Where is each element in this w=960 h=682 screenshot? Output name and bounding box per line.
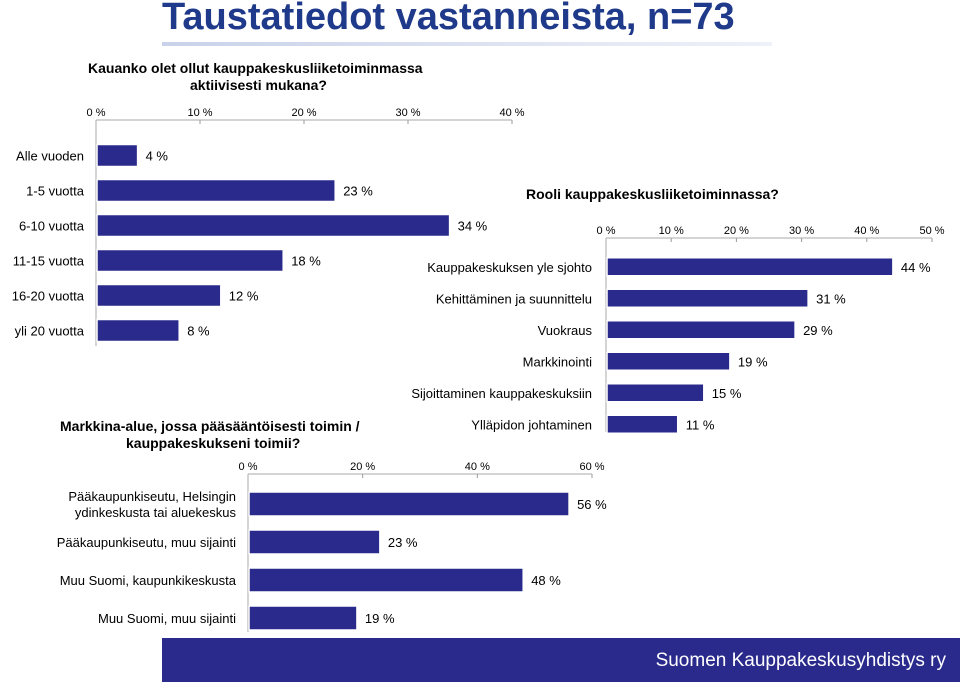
chart-market-area-tick-label: 20 % bbox=[350, 461, 375, 473]
chart-role-category-label: Vuokraus bbox=[538, 323, 593, 338]
chart-role-data-label: 15 % bbox=[712, 386, 742, 401]
chart-market-area-tick-label: 60 % bbox=[579, 461, 604, 473]
chart-role-bar bbox=[606, 257, 894, 277]
chart-role-data-label: 31 % bbox=[816, 291, 846, 306]
chart-experience-category-label: 16-20 vuotta bbox=[12, 289, 85, 304]
chart-experience-plot: 0 % 10 % 20 % 30 % 40 % 4 % Alle vuoden 23 % 1-5… bbox=[12, 107, 525, 346]
chart-market-area-tick-label: 40 % bbox=[465, 461, 490, 473]
chart-experience-category-label: 1-5 vuotta bbox=[26, 184, 85, 199]
chart-role-tick-label: 0 % bbox=[597, 225, 616, 237]
chart-market-area-bar bbox=[248, 605, 358, 631]
chart-role-category-label: Ylläpidon johtaminen bbox=[471, 417, 592, 432]
chart-market-area-data-label: 19 % bbox=[365, 611, 395, 626]
chart-market-area-category-label: ydinkeskusta tai aluekeskus bbox=[75, 505, 237, 520]
chart-role-category-label: Sijoittaminen kauppakeskuksiin bbox=[411, 386, 592, 401]
chart-market-area-category-label: Pääkaupunkiseutu, muu sijainti bbox=[57, 535, 236, 550]
chart-experience-tick-label: 20 % bbox=[291, 107, 316, 119]
footer-bar: Suomen Kauppakeskusyhdistys ry bbox=[162, 638, 960, 682]
chart-role-data-label: 44 % bbox=[901, 260, 931, 275]
chart-role-bar bbox=[606, 414, 679, 434]
chart-role-data-label: 11 % bbox=[686, 417, 715, 432]
chart-role-category-label: Markkinointi bbox=[523, 354, 592, 369]
chart-experience-bar bbox=[96, 248, 284, 273]
chart-market-area-category-label: Muu Suomi, kaupunkikeskusta bbox=[60, 573, 237, 588]
chart-market-area-bar bbox=[248, 529, 381, 555]
chart-experience-data-label: 34 % bbox=[458, 219, 488, 234]
chart-role: Rooli kauppakeskusliiketoiminnassa? 0 % 1… bbox=[370, 180, 960, 440]
chart-experience-tick-label: 10 % bbox=[187, 107, 212, 119]
chart-experience-category-label: Alle vuoden bbox=[16, 149, 84, 164]
chart-role-tick-label: 10 % bbox=[659, 225, 684, 237]
chart-role-tick-label: 30 % bbox=[789, 225, 814, 237]
chart-role-data-label: 19 % bbox=[738, 354, 768, 369]
chart-experience-category-label: 11-15 vuotta bbox=[13, 254, 85, 269]
chart-experience-tick-label: 0 % bbox=[87, 107, 106, 119]
chart-role-tick-label: 20 % bbox=[724, 225, 749, 237]
page-title: Taustatiedot vastanneista, n=73 bbox=[162, 0, 735, 38]
chart-role-data-label: 29 % bbox=[803, 323, 833, 338]
chart-experience-bar bbox=[96, 283, 222, 308]
chart-experience-data-label: 4 % bbox=[146, 149, 169, 164]
chart-role-title-line-1: Rooli kauppakeskusliiketoiminnassa? bbox=[526, 186, 779, 202]
chart-role-tick-label: 50 % bbox=[919, 225, 944, 237]
chart-market-area-bar bbox=[248, 491, 570, 517]
chart-experience-data-label: 18 % bbox=[291, 254, 321, 269]
chart-experience-data-label: 23 % bbox=[343, 184, 373, 199]
chart-market-area-tick-label: 0 % bbox=[239, 461, 258, 473]
chart-experience-tick-label: 30 % bbox=[395, 107, 420, 119]
chart-market-area-title-line-1: Markkina-alue, jossa pääsääntöisesti toi… bbox=[60, 418, 360, 434]
chart-market-area-title: Markkina-alue, jossa pääsääntöisesti toi… bbox=[60, 418, 360, 452]
chart-experience-bar bbox=[96, 143, 139, 168]
chart-market-area-bar bbox=[248, 567, 524, 593]
chart-role-category-label: Kehittäminen ja suunnittelu bbox=[436, 291, 592, 306]
chart-experience-bar bbox=[96, 178, 336, 203]
chart-experience-data-label: 8 % bbox=[187, 324, 210, 339]
chart-role-tick-label: 40 % bbox=[854, 225, 879, 237]
title-underline bbox=[162, 42, 772, 46]
chart-role-bar bbox=[606, 383, 705, 403]
chart-market-area-data-label: 56 % bbox=[577, 497, 607, 512]
chart-market-area: Markkina-alue, jossa pääsääntöisesti toi… bbox=[0, 414, 620, 638]
chart-experience-category-label: 6-10 vuotta bbox=[19, 219, 85, 234]
chart-role-title: Rooli kauppakeskusliiketoiminnassa? bbox=[526, 186, 779, 203]
chart-role-category-label: Kauppakeskuksen yle sjohto bbox=[427, 260, 592, 275]
chart-market-area-data-label: 23 % bbox=[388, 535, 418, 550]
chart-role-plot: 0 % 10 % 20 % 30 % 40 % 50 % 44 % Kauppakeskuks… bbox=[411, 225, 945, 434]
chart-market-area-category-label: Muu Suomi, muu sijainti bbox=[98, 611, 236, 626]
chart-experience-title-line-2: aktiivisesti mukana? bbox=[190, 77, 327, 93]
chart-experience-tick-label: 40 % bbox=[499, 107, 524, 119]
chart-market-area-category-label: Pääkaupunkiseutu, Helsingin bbox=[68, 489, 236, 504]
chart-role-bar bbox=[606, 288, 809, 308]
chart-market-area-data-label: 48 % bbox=[531, 573, 561, 588]
footer-organization: Suomen Kauppakeskusyhdistys ry bbox=[655, 650, 946, 671]
chart-role-bar bbox=[606, 351, 731, 371]
chart-market-area-plot: 0 % 20 % 40 % 60 % 56 % Pääkaupunkiseutu, Hel… bbox=[57, 461, 607, 632]
chart-experience-bar bbox=[96, 318, 180, 343]
chart-experience-title-line-1: Kauanko olet ollut kauppakeskusliiketoim… bbox=[88, 60, 423, 76]
chart-market-area-title-line-2: kauppakeskukseni toimii? bbox=[126, 435, 301, 451]
chart-experience-data-label: 12 % bbox=[229, 289, 259, 304]
chart-experience-bar bbox=[96, 213, 451, 238]
chart-role-bar bbox=[606, 320, 796, 340]
chart-experience-category-label: yli 20 vuotta bbox=[15, 324, 85, 339]
chart-experience-title: Kauanko olet ollut kauppakeskusliiketoim… bbox=[88, 60, 423, 94]
chart-experience: Kauanko olet ollut kauppakeskusliiketoim… bbox=[0, 58, 540, 358]
